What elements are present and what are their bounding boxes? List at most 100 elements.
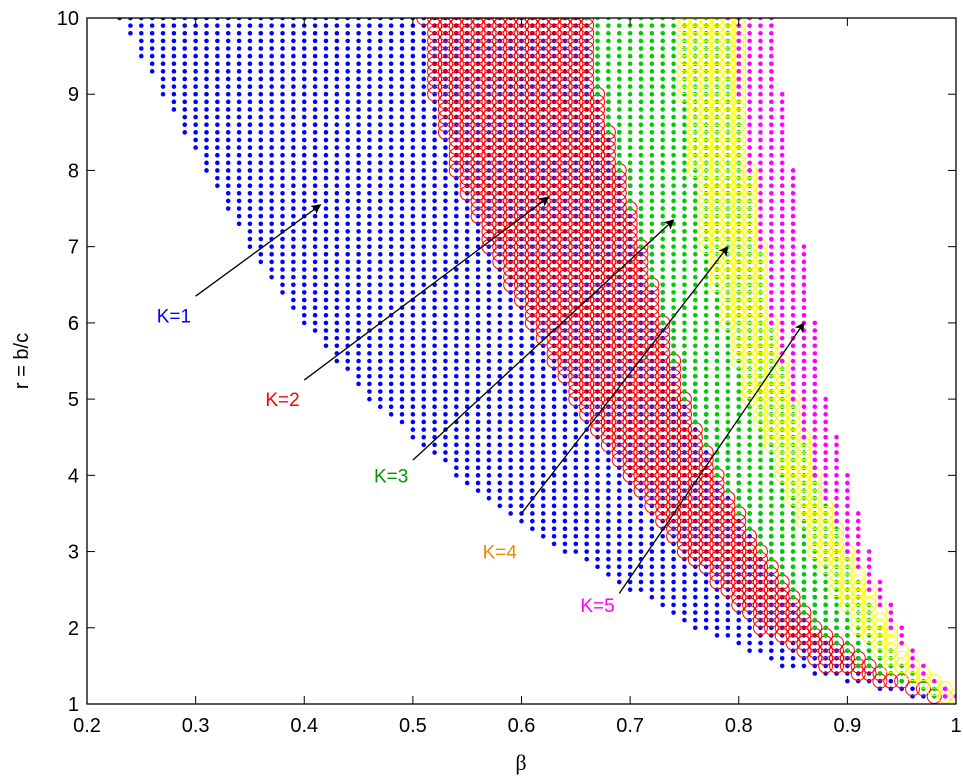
point-k4 (720, 170, 736, 186)
point-k2 (557, 140, 573, 156)
point-k1 (356, 343, 361, 349)
point-k1 (399, 30, 405, 36)
point-k2 (546, 216, 562, 232)
point-k1 (280, 114, 285, 120)
point-k1 (464, 419, 470, 425)
point-k1 (204, 122, 209, 128)
point-k1 (193, 114, 198, 120)
point-k3 (660, 23, 666, 28)
point-k3 (616, 61, 622, 67)
point-k1 (519, 175, 524, 181)
point-k1 (421, 130, 427, 135)
point-k3 (703, 53, 709, 59)
point-k3 (747, 488, 752, 493)
point-k2 (514, 277, 529, 293)
point-k4 (742, 323, 758, 339)
point-k3 (682, 267, 687, 272)
point-k1 (747, 587, 752, 592)
point-k1 (269, 152, 274, 158)
point-k3 (855, 594, 861, 600)
point-k2 (752, 589, 768, 605)
point-k1 (356, 61, 361, 67)
point-k1 (519, 320, 524, 326)
point-k4 (687, 147, 703, 163)
point-k1 (508, 450, 513, 455)
point-k3 (714, 30, 720, 36)
point-k1 (486, 221, 492, 227)
point-k2 (698, 505, 714, 521)
point-k1 (573, 549, 579, 554)
point-k3 (747, 343, 752, 349)
point-k1 (508, 99, 513, 105)
point-k1 (573, 267, 579, 272)
point-k1 (171, 38, 177, 44)
point-k1 (312, 30, 318, 36)
point-k2 (481, 140, 497, 156)
point-k2 (557, 277, 573, 293)
point-k1 (291, 99, 296, 105)
point-k3 (682, 114, 687, 120)
point-k3 (682, 69, 687, 74)
point-k1 (790, 617, 796, 623)
point-k1 (606, 236, 611, 242)
point-k2 (600, 208, 616, 224)
point-k1 (128, 23, 133, 28)
point-k1 (454, 290, 459, 295)
point-k2 (470, 162, 486, 178)
point-k1 (334, 152, 340, 158)
point-k1 (291, 236, 296, 242)
point-k4 (687, 117, 703, 133)
point-k2 (579, 147, 595, 163)
point-k2 (709, 505, 725, 521)
point-k2 (687, 505, 703, 521)
point-k2 (644, 368, 660, 384)
point-k1 (671, 534, 676, 539)
point-k1 (519, 297, 524, 303)
point-k2 (524, 48, 540, 64)
point-k1 (421, 412, 427, 417)
point-k4 (676, 71, 692, 87)
point-k2 (568, 18, 584, 26)
point-k2 (437, 63, 453, 79)
point-k1 (530, 191, 535, 196)
point-k2 (459, 94, 475, 110)
point-k3 (758, 442, 763, 448)
point-k3 (649, 122, 655, 128)
point-k1 (486, 320, 492, 326)
point-k1 (367, 358, 372, 364)
point-k1 (443, 221, 448, 227)
point-k4 (829, 574, 845, 590)
point-k1 (377, 61, 383, 67)
point-k1 (454, 358, 459, 364)
point-k4 (752, 345, 768, 361)
point-k1 (410, 69, 416, 74)
point-k1 (291, 23, 296, 28)
point-k1 (823, 671, 828, 676)
point-k4 (796, 483, 812, 499)
point-k1 (291, 297, 296, 303)
point-k1 (584, 84, 589, 89)
point-k2 (590, 193, 606, 209)
point-k2 (655, 338, 671, 354)
point-k3 (682, 236, 687, 242)
point-k1 (269, 251, 274, 257)
point-k3 (758, 427, 763, 432)
point-k3 (616, 152, 622, 158)
point-k2 (655, 414, 671, 430)
point-k1 (301, 251, 307, 257)
point-k1 (443, 305, 448, 310)
point-k3 (812, 625, 818, 631)
point-k1 (258, 69, 264, 74)
point-k1 (649, 594, 655, 600)
point-k3 (714, 274, 720, 280)
point-k2 (752, 566, 768, 582)
point-k1 (660, 534, 666, 539)
point-k1 (301, 130, 307, 135)
point-k5 (747, 99, 752, 105)
point-k1 (291, 114, 296, 120)
point-k3 (693, 114, 698, 120)
point-k1 (725, 602, 731, 608)
point-k4 (839, 597, 855, 613)
point-k2 (676, 490, 692, 506)
point-k3 (682, 366, 687, 371)
